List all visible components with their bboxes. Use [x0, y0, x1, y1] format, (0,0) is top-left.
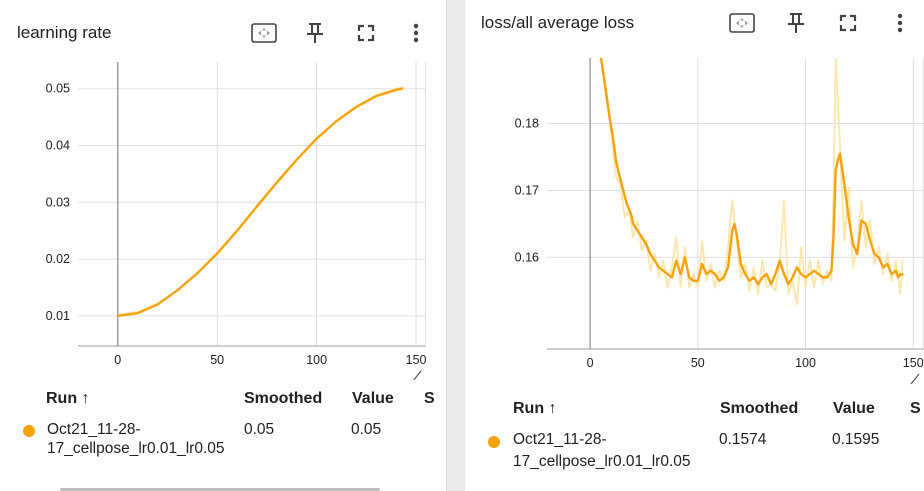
run-name-line1: Oct21_11-28- — [47, 421, 141, 438]
current-value: 0.05 — [351, 421, 382, 438]
x-tick-label: 150 — [406, 353, 427, 367]
run-name-line2: 17_cellpose_lr0.01_lr0.05 — [513, 453, 691, 470]
average-loss-chart[interactable]: 0.16 0.17 0.18 0 50 100 150 — [465, 0, 924, 395]
run-name-line2: 17_cellpose_lr0.01_lr0.05 — [47, 440, 225, 457]
series-line-raw — [600, 58, 904, 306]
learning-rate-chart[interactable]: 0.01 0.02 0.03 0.04 0.05 0 50 100 150 — [0, 0, 446, 380]
more-vert-icon — [897, 13, 903, 33]
y-tick-label: 0.18 — [515, 117, 539, 131]
series-line — [599, 58, 904, 286]
fullscreen-button[interactable] — [833, 8, 863, 38]
value-column-header[interactable]: Value — [352, 390, 394, 407]
fullscreen-icon — [839, 14, 857, 32]
more-vert-icon — [413, 23, 419, 43]
resize-handle — [413, 370, 422, 380]
y-tick-label: 0.05 — [46, 82, 70, 96]
more-options-button[interactable] — [885, 8, 915, 38]
y-tick-label: 0.17 — [515, 183, 539, 197]
smoothed-value: 0.05 — [244, 421, 275, 438]
series-color-dot — [23, 425, 35, 437]
x-tick-label: 150 — [903, 356, 924, 370]
x-tick-label: 50 — [691, 356, 705, 370]
chart-card-average-loss: loss/all average loss 0.16 0.17 0.18 0 50 100… — [465, 0, 924, 491]
y-tick-label: 0.03 — [46, 195, 70, 209]
fullscreen-icon — [357, 24, 375, 42]
pin-icon — [307, 23, 323, 43]
x-tick-label: 50 — [210, 353, 224, 367]
current-value: 0.1595 — [832, 431, 880, 448]
x-tick-label: 100 — [795, 356, 816, 370]
y-tick-label: 0.02 — [46, 252, 70, 266]
run-name-line1: Oct21_11-28- — [513, 431, 607, 448]
truncated-column-header[interactable]: S — [424, 390, 435, 407]
x-tick-label: 0 — [587, 356, 594, 370]
pin-button[interactable] — [300, 18, 330, 48]
run-column-header[interactable]: Run ↑ — [46, 390, 90, 407]
smoothed-column-header[interactable]: Smoothed — [244, 390, 323, 407]
chart-card-learning-rate: learning rate 0.01 0.02 0.03 0.04 0.05 0 50 100… — [0, 0, 447, 491]
pin-button[interactable] — [781, 8, 811, 38]
x-tick-label: 0 — [114, 353, 121, 367]
smoothed-value: 0.1574 — [719, 431, 767, 448]
value-column-header[interactable]: Value — [833, 400, 875, 417]
pin-icon — [788, 13, 804, 33]
smoothed-column-header[interactable]: Smoothed — [720, 400, 799, 417]
chart-title: learning rate — [17, 23, 112, 42]
fit-domain-icon — [729, 13, 755, 33]
resize-handle — [910, 373, 920, 385]
series-line — [116, 87, 404, 318]
fit-domain-button[interactable] — [727, 8, 757, 38]
y-tick-label: 0.01 — [46, 309, 70, 323]
y-tick-label: 0.04 — [46, 138, 70, 152]
x-tick-label: 100 — [306, 353, 327, 367]
chart-title: loss/all average loss — [481, 13, 635, 32]
y-tick-label: 0.16 — [515, 250, 539, 264]
run-column-header[interactable]: Run ↑ — [513, 400, 557, 417]
truncated-column-header[interactable]: S — [910, 400, 921, 417]
series-color-dot — [488, 436, 500, 448]
horizontal-scrollbar[interactable] — [60, 488, 380, 491]
fullscreen-button[interactable] — [351, 18, 381, 48]
fit-domain-icon — [251, 23, 277, 43]
fit-domain-button[interactable] — [249, 18, 279, 48]
more-options-button[interactable] — [401, 18, 431, 48]
